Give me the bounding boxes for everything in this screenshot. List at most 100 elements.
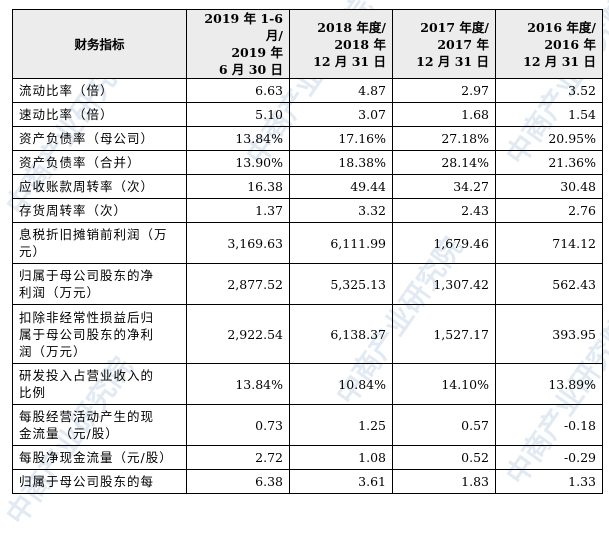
header-col-2019: 2019 年 1-6 月/ 2019 年 6 月 30 日: [186, 9, 290, 79]
row-label-line: 速动比率（倍）: [19, 107, 114, 122]
cell-value: 3.61: [289, 469, 393, 494]
row-label-line: 存货周转率（次）: [19, 203, 128, 218]
row-label: 资产负债率（母公司）: [12, 126, 187, 151]
cell-value: 2.43: [392, 198, 496, 223]
table-row: 存货周转率（次） 1.37 3.32 2.43 2.76: [12, 198, 603, 223]
cell-value: 18.38%: [289, 150, 393, 175]
cell-value: 393.95: [495, 304, 603, 364]
cell-value: 2.97: [392, 78, 496, 103]
cell-value: 0.73: [186, 404, 290, 446]
cell-value: 21.36%: [495, 150, 603, 175]
cell-value: 1.83: [392, 469, 496, 494]
row-label: 归属于母公司股东的每: [12, 469, 187, 494]
header-line: 2017 年度/: [420, 19, 489, 35]
cell-value: 1.54: [495, 102, 603, 127]
cell-value: 714.12: [495, 222, 603, 264]
table-row: 资产负债率（母公司） 13.84% 17.16% 27.18% 20.95%: [12, 126, 603, 151]
row-label-line: 资产负债率（母公司）: [19, 131, 155, 146]
row-label-line: 润（万元）: [19, 343, 87, 359]
row-label: 息税折旧摊销前利润（万 元）: [12, 222, 187, 264]
cell-value: 6,111.99: [289, 222, 393, 264]
row-label: 每股净现金流量（元/股）: [12, 445, 187, 470]
financial-indicators-table: 财务指标 2019 年 1-6 月/ 2019 年 6 月 30 日 2018 …: [12, 9, 603, 494]
header-line: 2019 年: [231, 45, 283, 60]
cell-value: 1.33: [495, 469, 603, 494]
cell-value: 27.18%: [392, 126, 496, 151]
cell-value: 0.52: [392, 445, 496, 470]
cell-value: 10.84%: [289, 363, 393, 405]
cell-value: 28.14%: [392, 150, 496, 175]
table-row: 资产负债率（合并） 13.90% 18.38% 28.14% 21.36%: [12, 150, 603, 175]
row-label-line: 归属于母公司股东的每: [19, 474, 155, 489]
table-row: 息税折旧摊销前利润（万 元） 3,169.63 6,111.99 1,679.4…: [12, 222, 603, 264]
cell-value: 1.37: [186, 198, 290, 223]
cell-value: 0.57: [392, 404, 496, 446]
cell-value: 17.16%: [289, 126, 393, 151]
row-label-line: 利润（万元）: [19, 285, 101, 300]
cell-value: 1,527.17: [392, 304, 496, 364]
cell-value: 49.44: [289, 174, 393, 199]
cell-value: 5.10: [186, 102, 290, 127]
cell-value: 30.48: [495, 174, 603, 199]
cell-value: 3.52: [495, 78, 603, 103]
row-label-line: 每股经营活动产生的现: [19, 409, 155, 424]
header-line: 12 月 31 日: [313, 53, 386, 69]
cell-value: 13.90%: [186, 150, 290, 175]
header-col-2018: 2018 年度/ 2018 年 12 月 31 日: [289, 9, 393, 79]
row-label: 资产负债率（合并）: [12, 150, 187, 175]
row-label-line: 研发投入占营业收入的: [19, 368, 155, 383]
row-label: 应收账款周转率（次）: [12, 174, 187, 199]
row-label-line: 流动比率（倍）: [19, 83, 114, 98]
table-row: 扣除非经常性损益后归 属于母公司股东的净利 润（万元） 2,922.54 6,1…: [12, 304, 603, 364]
header-line: 2017 年: [437, 36, 489, 52]
cell-value: 1.25: [289, 404, 393, 446]
cell-value: 13.84%: [186, 126, 290, 151]
cell-value: 1,307.42: [392, 263, 496, 305]
header-label: 财务指标: [12, 9, 187, 79]
cell-value: 6.63: [186, 78, 290, 103]
cell-value: 1,679.46: [392, 222, 496, 264]
table-row: 研发投入占营业收入的 比例 13.84% 10.84% 14.10% 13.89…: [12, 363, 603, 405]
table-row: 速动比率（倍） 5.10 3.07 1.68 1.54: [12, 102, 603, 127]
cell-value: -0.18: [495, 404, 603, 446]
cell-value: 34.27: [392, 174, 496, 199]
cell-value: 5,325.13: [289, 263, 393, 305]
header-line: 12 月 31 日: [416, 53, 489, 69]
header-line: 6 月 30 日: [218, 62, 283, 77]
cell-value: 2,922.54: [186, 304, 290, 364]
header-col-2016: 2016 年度/ 2016 年 12 月 31 日: [495, 9, 603, 79]
cell-value: 3.32: [289, 198, 393, 223]
cell-value: 562.43: [495, 263, 603, 305]
cell-value: 20.95%: [495, 126, 603, 151]
row-label-line: 比例: [19, 385, 47, 400]
table-row: 每股净现金流量（元/股） 2.72 1.08 0.52 -0.29: [12, 445, 603, 470]
cell-value: 2.76: [495, 198, 603, 223]
row-label-line: 每股净现金流量（元/股）: [19, 450, 173, 465]
row-label-line: 归属于母公司股东的净: [19, 268, 155, 283]
cell-value: 3.07: [289, 102, 393, 127]
row-label: 速动比率（倍）: [12, 102, 187, 127]
header-line: 2016 年: [544, 36, 596, 52]
row-label: 流动比率（倍）: [12, 78, 187, 103]
row-label: 扣除非经常性损益后归 属于母公司股东的净利 润（万元）: [12, 304, 187, 364]
cell-value: -0.29: [495, 445, 603, 470]
row-label-line: 息税折旧摊销前利润（万: [19, 227, 168, 242]
cell-value: 6.38: [186, 469, 290, 494]
cell-value: 1.68: [392, 102, 496, 127]
row-label: 研发投入占营业收入的 比例: [12, 363, 187, 405]
row-label: 每股经营活动产生的现 金流量（元/股）: [12, 404, 187, 446]
header-row: 财务指标 2019 年 1-6 月/ 2019 年 6 月 30 日 2018 …: [12, 9, 603, 79]
row-label: 归属于母公司股东的净 利润（万元）: [12, 263, 187, 305]
table-row: 应收账款周转率（次） 16.38 49.44 34.27 30.48: [12, 174, 603, 199]
cell-value: 1.08: [289, 445, 393, 470]
cell-value: 16.38: [186, 174, 290, 199]
cell-value: 13.84%: [186, 363, 290, 405]
cell-value: 2.72: [186, 445, 290, 470]
row-label-line: 属于母公司股东的净利: [19, 326, 155, 342]
row-label: 存货周转率（次）: [12, 198, 187, 223]
table-row: 流动比率（倍） 6.63 4.87 2.97 3.52: [12, 78, 603, 103]
header-line: 12 月 31 日: [523, 53, 596, 69]
header-col-2017: 2017 年度/ 2017 年 12 月 31 日: [392, 9, 496, 79]
row-label-line: 应收账款周转率（次）: [19, 179, 155, 194]
header-line: 2019 年 1-6 月/: [204, 11, 283, 43]
